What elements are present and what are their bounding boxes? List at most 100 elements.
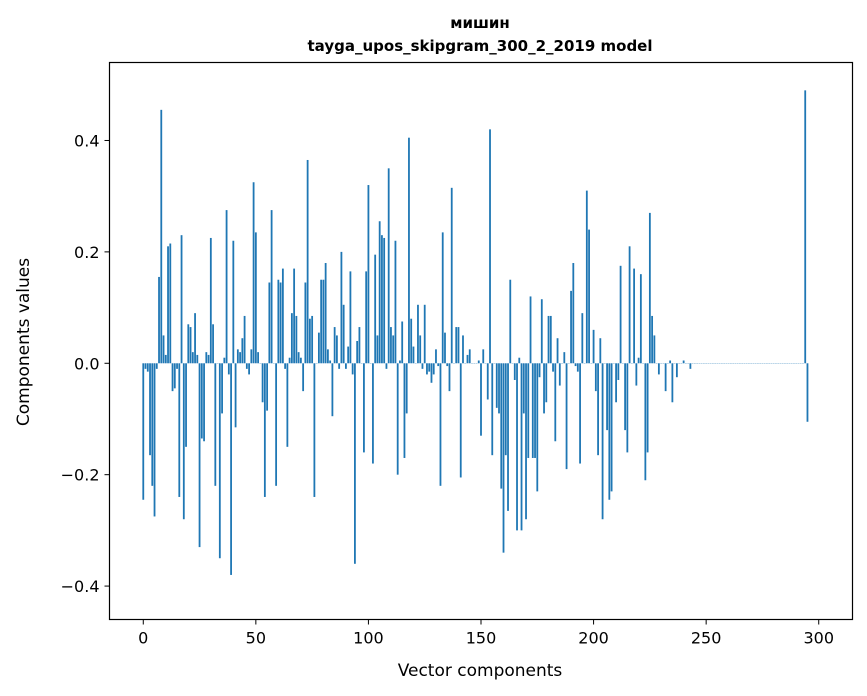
bar — [336, 335, 338, 364]
bar — [405, 363, 408, 414]
bar — [495, 363, 498, 408]
bar — [320, 279, 323, 364]
bar — [349, 271, 352, 364]
bar — [383, 237, 386, 364]
bar — [617, 363, 620, 380]
bar — [173, 363, 176, 389]
bar — [401, 321, 404, 364]
x-axis-label: Vector components — [398, 661, 563, 681]
bar — [392, 335, 395, 364]
bar — [302, 363, 305, 392]
bar — [804, 90, 807, 364]
bar — [585, 190, 588, 364]
bar — [396, 363, 399, 475]
bar — [331, 363, 334, 417]
bar — [565, 363, 568, 470]
bar — [178, 363, 181, 497]
bar — [306, 159, 309, 364]
bar — [610, 363, 613, 492]
bar — [354, 363, 356, 564]
bar — [556, 338, 559, 364]
bar — [284, 363, 287, 369]
bar — [187, 324, 190, 364]
bar — [516, 363, 518, 531]
bar — [227, 363, 230, 375]
bar — [290, 313, 293, 364]
bar — [214, 363, 217, 486]
bar — [558, 363, 561, 386]
bar — [232, 240, 235, 364]
bar — [500, 363, 503, 489]
bar — [657, 363, 660, 375]
bar — [525, 363, 527, 520]
bar — [367, 185, 370, 364]
bar — [209, 237, 212, 364]
bar — [635, 363, 638, 386]
bar — [597, 363, 599, 456]
bar — [648, 212, 651, 364]
x-tick-label: 150 — [466, 629, 497, 648]
bar — [394, 240, 397, 364]
bar — [423, 304, 426, 364]
bar — [212, 324, 214, 364]
bar — [547, 315, 550, 364]
x-axis-ticks: 0 50 100 150 200 250 300 — [138, 619, 834, 648]
bar — [347, 346, 350, 364]
chart-subtitle: tayga_upos_skipgram_300_2_2019 model — [308, 37, 653, 55]
bar — [221, 363, 223, 414]
y-tick-label: 0.4 — [74, 131, 99, 150]
bar — [450, 187, 453, 364]
bar — [200, 363, 203, 439]
y-tick-label: −0.4 — [61, 577, 100, 596]
bar — [194, 313, 196, 364]
bar — [459, 363, 462, 478]
bar — [279, 282, 282, 364]
bar — [322, 279, 325, 364]
bar — [372, 363, 374, 464]
bar — [531, 363, 534, 458]
bar — [466, 354, 469, 364]
y-axis-ticks: −0.4 −0.2 0.0 0.2 0.4 — [61, 131, 110, 596]
bar — [261, 363, 264, 403]
bar — [581, 313, 584, 364]
bar — [356, 341, 359, 364]
bar — [155, 363, 158, 369]
bar — [576, 363, 579, 372]
bar — [563, 352, 566, 364]
bar — [275, 363, 278, 486]
bar — [376, 335, 379, 364]
bar — [205, 352, 208, 364]
bar — [176, 363, 178, 369]
bar — [671, 363, 674, 403]
bar — [225, 210, 228, 364]
bar — [234, 363, 237, 428]
bar — [520, 363, 523, 531]
bar — [281, 268, 284, 364]
bar — [608, 363, 611, 500]
bar — [664, 363, 667, 392]
bar — [257, 352, 259, 364]
bar — [338, 363, 341, 369]
bar — [410, 318, 413, 364]
bar — [606, 363, 608, 431]
bar — [293, 268, 296, 364]
bar — [241, 338, 244, 364]
bar — [675, 363, 678, 378]
bar — [498, 363, 500, 414]
bar — [507, 363, 509, 511]
bar — [266, 363, 269, 411]
bar — [327, 349, 329, 364]
bar — [270, 210, 273, 364]
bar — [437, 363, 440, 367]
bar — [428, 363, 431, 372]
bar — [518, 357, 521, 364]
bar — [164, 354, 167, 364]
x-tick-label: 0 — [138, 629, 148, 648]
bar — [417, 304, 419, 364]
bar — [540, 299, 543, 364]
bar — [236, 349, 239, 364]
bar — [594, 363, 597, 392]
bar — [545, 363, 548, 403]
